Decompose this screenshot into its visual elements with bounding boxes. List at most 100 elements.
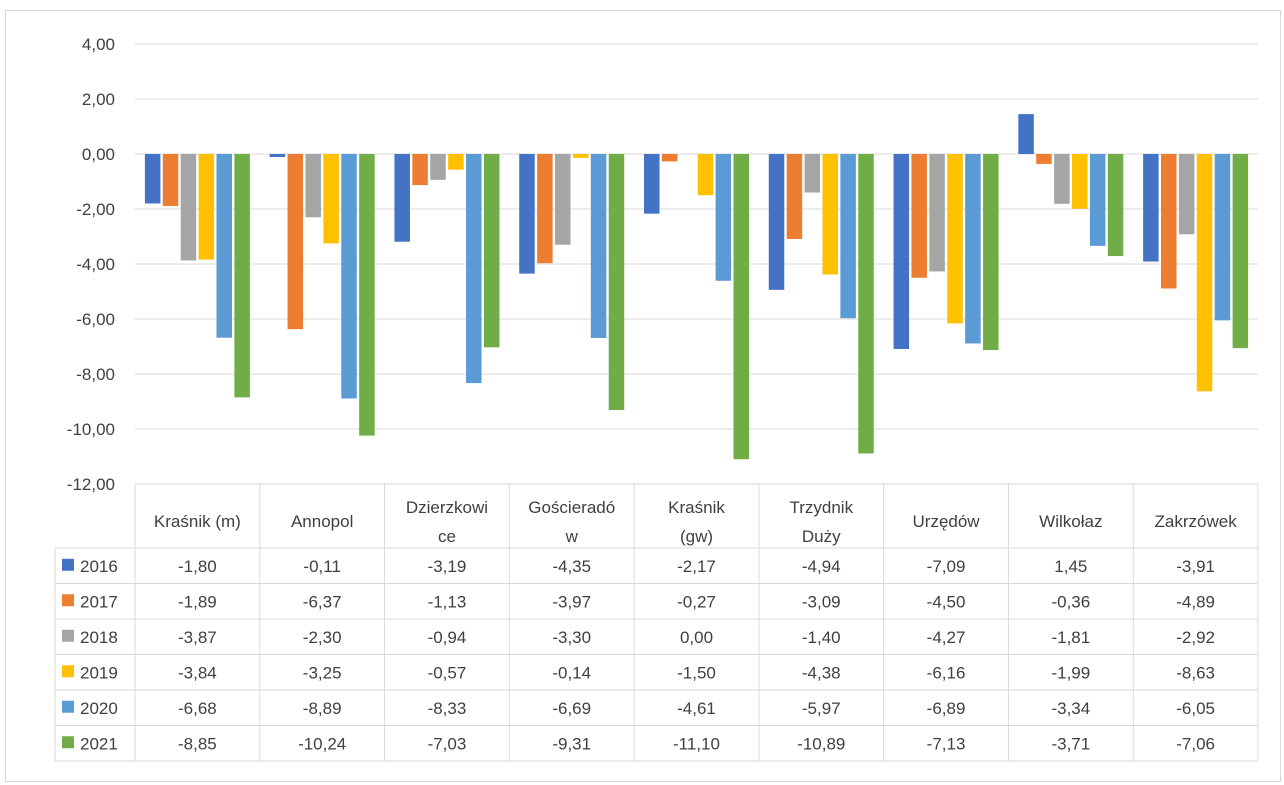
data-label: -6,37: [303, 592, 342, 611]
category-label: ce: [438, 527, 456, 546]
data-label: -0,11: [303, 557, 341, 576]
bar: [804, 154, 821, 193]
legend-key: [62, 558, 74, 571]
data-label: -0,14: [552, 663, 591, 682]
legend-key: [62, 629, 74, 642]
category-label: (gw): [680, 527, 713, 546]
legend-label: 2018: [80, 628, 118, 647]
bar: [448, 154, 464, 170]
legend-label: 2021: [80, 734, 118, 753]
bar: [269, 154, 286, 158]
data-label: -6,89: [927, 699, 966, 718]
y-tick-label: -10,00: [67, 420, 115, 439]
category-label: Kraśnik: [668, 498, 725, 517]
bar: [144, 154, 161, 204]
bar: [786, 154, 803, 239]
y-tick-label: -12,00: [67, 475, 115, 494]
legend-label: 2017: [80, 592, 118, 611]
data-label: -4,35: [552, 557, 591, 576]
data-label: -1,81: [1051, 628, 1090, 647]
category-label: Urzędów: [913, 512, 981, 531]
bar: [822, 154, 838, 275]
bar: [965, 154, 981, 344]
bar: [608, 154, 625, 411]
data-label: -1,80: [178, 557, 217, 576]
category-label: Kraśnik (m): [154, 512, 241, 531]
bar: [858, 154, 874, 454]
data-label: -3,09: [802, 592, 841, 611]
data-label: -1,40: [802, 628, 841, 647]
data-label: -9,31: [552, 734, 591, 753]
bar: [590, 154, 607, 338]
data-label: -3,30: [552, 628, 591, 647]
data-label: -3,34: [1051, 699, 1090, 718]
data-label: -3,91: [1176, 557, 1215, 576]
bar: [234, 154, 250, 398]
bar: [1214, 154, 1231, 321]
bar: [840, 154, 856, 319]
data-label: -2,30: [303, 628, 342, 647]
bar: [715, 154, 732, 281]
bar: [537, 154, 553, 264]
bar: [1072, 154, 1088, 209]
bar: [768, 154, 785, 290]
bar: [572, 154, 589, 158]
legend-label: 2020: [80, 699, 118, 718]
category-label: w: [565, 527, 579, 546]
y-tick-label: 2,00: [82, 90, 115, 109]
data-label: -0,57: [428, 663, 467, 682]
data-label: -1,99: [1051, 663, 1090, 682]
legend-label: 2016: [80, 557, 118, 576]
bar: [947, 154, 963, 324]
data-label: -6,69: [552, 699, 591, 718]
data-label: -3,97: [552, 592, 591, 611]
chart-frame: [5, 10, 1281, 782]
data-label: -0,27: [677, 592, 716, 611]
data-label: -3,87: [178, 628, 217, 647]
data-label: -1,13: [428, 592, 467, 611]
legend-key: [62, 700, 74, 713]
data-label: -0,94: [428, 628, 467, 647]
data-label: -4,50: [927, 592, 966, 611]
data-label: -0,36: [1051, 592, 1090, 611]
data-label: -1,89: [178, 592, 217, 611]
bar: [1036, 154, 1052, 164]
bar: [1196, 154, 1213, 392]
bar: [983, 154, 999, 351]
bar: [929, 154, 945, 272]
bar: [162, 154, 179, 206]
bar: [359, 154, 375, 436]
category-label: Zakrzówek: [1155, 512, 1238, 531]
bar: [180, 154, 197, 261]
bar: [697, 154, 714, 196]
y-tick-label: 0,00: [82, 145, 115, 164]
y-tick-label: -8,00: [76, 365, 115, 384]
data-table: Kraśnik (m) Annopol Dzierzkowi ce Gościeradó…: [54, 483, 1259, 762]
data-label: -10,24: [298, 734, 346, 753]
data-label: -7,03: [428, 734, 467, 753]
data-label: -2,92: [1176, 628, 1215, 647]
data-label: -10,89: [797, 734, 845, 753]
bar: [555, 154, 571, 245]
data-label: -6,68: [178, 699, 217, 718]
bar: [911, 154, 927, 278]
data-label: -3,25: [303, 663, 342, 682]
bar: [644, 154, 660, 214]
data-label: -2,17: [677, 557, 716, 576]
data-label: -8,33: [428, 699, 467, 718]
bar: [341, 154, 357, 399]
data-label: -7,06: [1176, 734, 1215, 753]
category-label: Dzierzkowi: [406, 498, 488, 517]
legend-label: 2019: [80, 663, 118, 682]
data-label: -7,09: [927, 557, 966, 576]
bar: [1018, 114, 1034, 154]
bar: [1143, 154, 1159, 262]
legend-key: [62, 665, 74, 678]
bar: [216, 154, 232, 338]
data-label: -11,10: [673, 734, 720, 753]
bar: [466, 154, 482, 384]
data-label: -8,63: [1176, 663, 1215, 682]
data-label: -6,05: [1176, 699, 1215, 718]
data-label: -3,84: [178, 663, 217, 682]
